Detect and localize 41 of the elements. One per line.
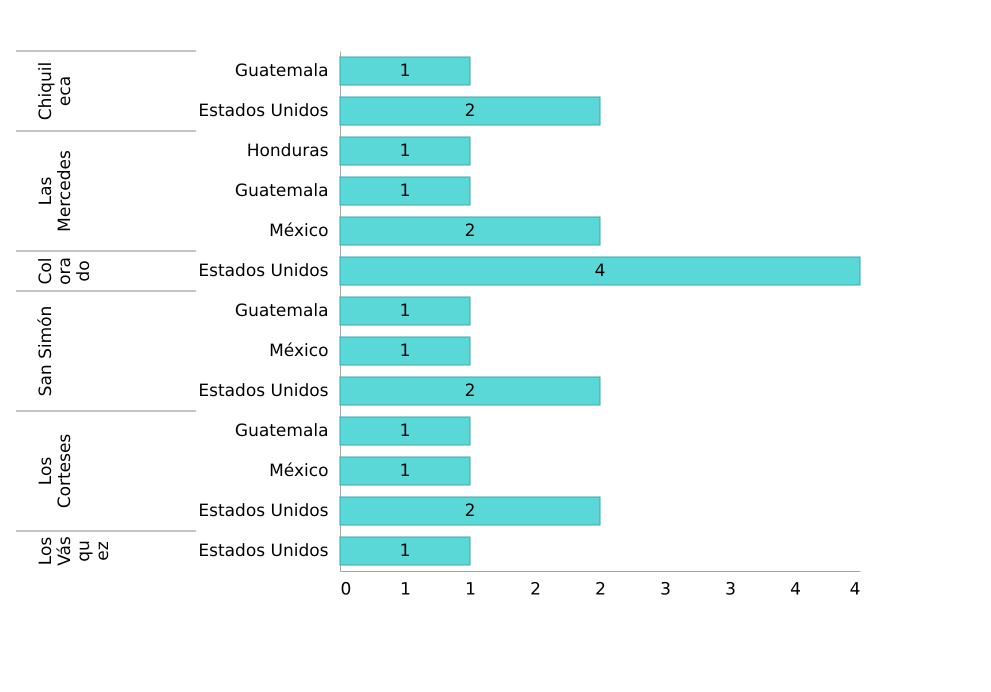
x-tick-label: 2 xyxy=(595,580,606,600)
x-tick-label: 0 xyxy=(340,580,352,600)
data-label: 1 xyxy=(400,461,410,481)
y-tick-label: Honduras xyxy=(246,141,329,161)
y-tick-label: México xyxy=(269,461,328,481)
data-label: 1 xyxy=(400,341,410,361)
y-tick-label: México xyxy=(269,221,328,241)
x-tick-label: 1 xyxy=(400,580,411,600)
y-tick-label: Guatemala xyxy=(234,181,328,201)
data-label: 4 xyxy=(594,261,606,281)
text: Col ora do xyxy=(36,257,94,285)
x-tick-label: 3 xyxy=(660,580,671,600)
data-label: 1 xyxy=(400,541,410,561)
data-label: 2 xyxy=(464,381,476,401)
y-tick-label: Guatemala xyxy=(234,421,328,441)
data-label: 2 xyxy=(464,501,476,521)
data-label: 1 xyxy=(400,421,410,441)
y-tick-label: Guatemala xyxy=(234,301,328,321)
y-tick-label: Guatemala xyxy=(234,61,328,81)
y-tick-label: Estados Unidos xyxy=(198,101,329,121)
data-label: 1 xyxy=(400,301,410,321)
y-tick-label: Estados Unidos xyxy=(198,261,329,281)
text: Los Corteses xyxy=(36,434,75,508)
data-label: 1 xyxy=(400,181,410,201)
y-tick-label: México xyxy=(269,341,328,361)
x-tick-label: 3 xyxy=(725,580,736,600)
y-tick-label: Estados Unidos xyxy=(198,541,329,561)
text: Chiquil eca xyxy=(36,62,75,120)
data-label: 1 xyxy=(400,141,410,161)
text: San Simón xyxy=(36,306,56,396)
y-tick-label: Estados Unidos xyxy=(198,501,329,521)
x-tick-label: 2 xyxy=(530,580,541,600)
x-tick-label: 4 xyxy=(790,580,801,600)
data-label: 1 xyxy=(400,61,410,81)
data-label: 2 xyxy=(464,221,476,241)
y-tick-label: Estados Unidos xyxy=(198,381,329,401)
data-label: 2 xyxy=(464,101,476,121)
x-tick-label: 4 xyxy=(850,580,860,600)
x-tick-label: 1 xyxy=(465,580,476,600)
text: Las Mercedes xyxy=(36,150,75,232)
text: Los Vás qu ez xyxy=(36,536,113,566)
